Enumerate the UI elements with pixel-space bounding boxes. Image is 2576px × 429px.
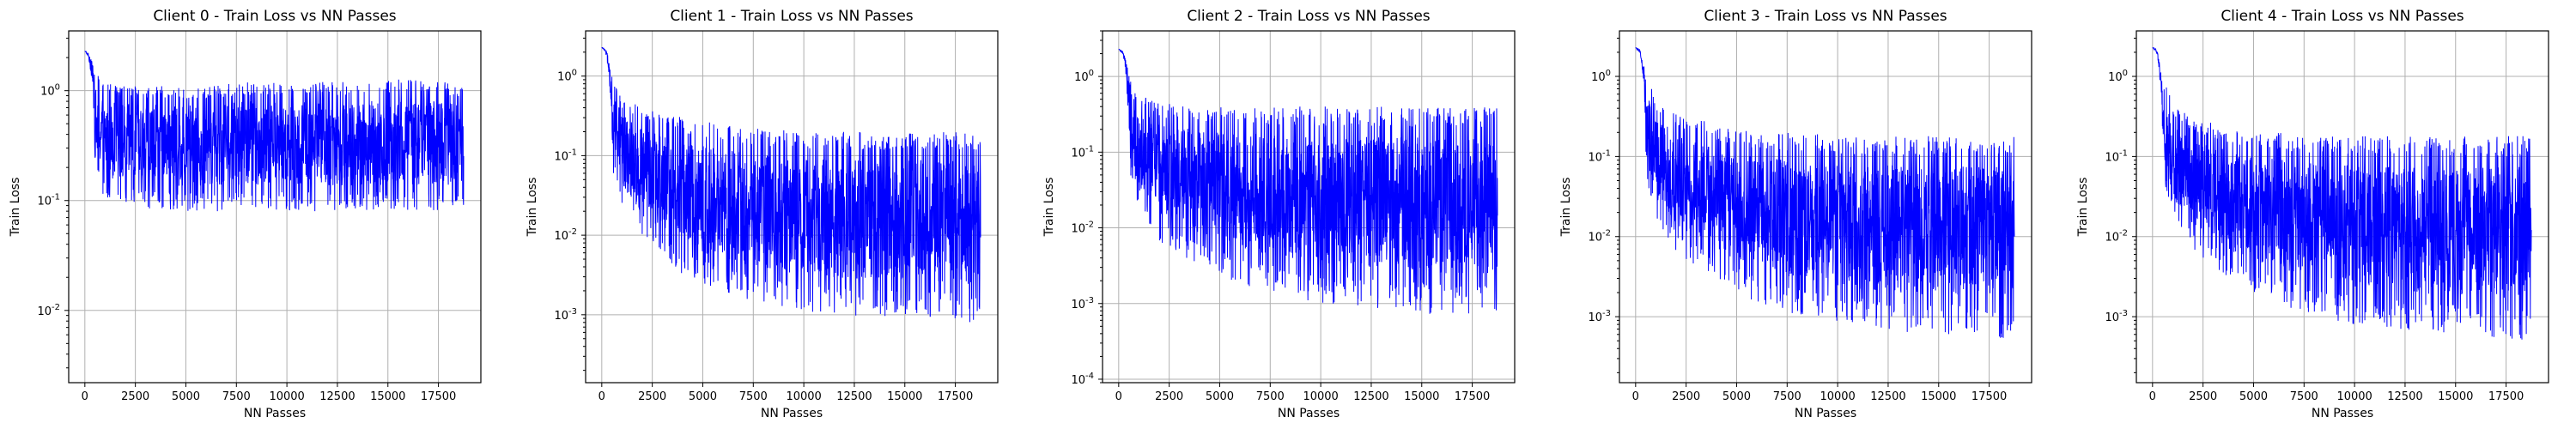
chart-panel: 0 2500 5000 7500 10000 12500 15000 17500 10-4 10-… [1042,8,1516,420]
x-tick-label: 10000 [1303,390,1338,403]
x-tick-label: 12500 [836,390,872,403]
chart-panel: 0 2500 5000 7500 10000 12500 15000 17500 10-3 10-… [2076,8,2549,420]
chart-panel: 0 2500 5000 7500 10000 12500 15000 17500 10-2 10-… [9,8,482,420]
y-axis-label: Train Loss [1559,178,1573,238]
x-tick-label: 7500 [2290,390,2318,403]
x-tick-label: 17500 [1971,390,2007,403]
x-axis-label: NN Passes [244,407,306,420]
y-tick-label: 10-1 [554,148,577,163]
x-tick-label: 5000 [172,390,200,403]
x-tick-label: 2500 [121,390,149,403]
x-tick-label: 5000 [689,390,717,403]
x-tick-label: 7500 [222,390,251,403]
y-tick-label: 100 [557,69,577,84]
x-axis-label: NN Passes [761,407,823,420]
x-tick-label: 7500 [739,390,768,403]
y-tick-label: 10-1 [1071,144,1094,160]
x-axis-label: NN Passes [1795,407,1856,420]
y-tick-label: 10-2 [2105,229,2128,245]
x-tick-label: 2500 [1155,390,1183,403]
y-tick-label: 10-3 [1588,309,1611,324]
train-loss-line [601,46,981,323]
x-tick-label: 0 [2149,390,2156,403]
y-tick-label: 100 [1591,69,1611,84]
x-tick-label: 0 [82,390,88,403]
x-tick-label: 10000 [2336,390,2372,403]
x-tick-label: 15000 [887,390,922,403]
y-tick-label: 10-3 [554,307,577,323]
plot-frame [585,30,999,384]
y-tick-label: 10-1 [1588,148,1611,164]
plot-frame [2136,30,2549,384]
x-tick-label: 0 [598,390,605,403]
x-tick-label: 12500 [2387,390,2422,403]
x-tick-label: 12500 [1870,390,1905,403]
plot-frame [1619,30,2032,384]
y-tick-label: 10-2 [1071,221,1094,236]
x-tick-label: 12500 [319,390,355,403]
train-loss-line [84,51,465,212]
chart-title: Client 3 - Train Loss vs NN Passes [1704,8,1947,25]
y-tick-label: 100 [40,83,60,99]
x-tick-label: 12500 [1353,390,1388,403]
x-tick-label: 10000 [786,390,821,403]
x-tick-label: 10000 [1820,390,1855,403]
x-tick-label: 17500 [1455,390,1490,403]
x-tick-label: 15000 [1921,390,1956,403]
plot-frame [68,30,482,384]
x-tick-label: 15000 [1404,390,1439,403]
x-tick-label: 5000 [1722,390,1751,403]
x-tick-label: 2500 [2189,390,2217,403]
x-axis-label: NN Passes [2312,407,2373,420]
chart-title: Client 4 - Train Loss vs NN Passes [2221,8,2464,25]
y-tick-label: 10-1 [37,193,60,208]
x-tick-label: 0 [1632,390,1639,403]
y-tick-label: 10-3 [1071,296,1094,311]
x-tick-label: 17500 [421,390,456,403]
train-loss-line [1635,46,2015,338]
x-tick-label: 2500 [638,390,666,403]
x-tick-label: 5000 [1206,390,1234,403]
y-axis-label: Train Loss [2076,178,2090,238]
y-tick-label: 10-2 [554,227,577,243]
y-axis-label: Train Loss [9,178,22,238]
train-loss-line [2152,46,2532,340]
x-tick-label: 15000 [370,390,405,403]
x-tick-label: 10000 [269,390,304,403]
x-tick-label: 7500 [1256,390,1285,403]
y-axis-label: Train Loss [526,178,539,238]
x-tick-label: 7500 [1773,390,1801,403]
train-loss-line [1118,48,1498,314]
x-tick-label: 15000 [2438,390,2473,403]
y-tick-label: 100 [1074,69,1094,84]
x-tick-label: 2500 [1672,390,1700,403]
chart-title: Client 2 - Train Loss vs NN Passes [1187,8,1430,25]
x-tick-label: 0 [1115,390,1122,403]
y-tick-label: 10-1 [2105,148,2128,164]
y-tick-label: 100 [2108,69,2128,84]
chart-panel: 0 2500 5000 7500 10000 12500 15000 17500 10-3 10-… [526,8,999,420]
plot-frame [1102,30,1516,384]
chart-panel: 0 2500 5000 7500 10000 12500 15000 17500 10-3 10-… [1559,8,2032,420]
y-tick-label: 10-2 [1588,229,1611,245]
y-tick-label: 10-2 [37,303,60,318]
y-axis-label: Train Loss [1042,178,1056,238]
x-axis-label: NN Passes [1278,407,1340,420]
y-tick-label: 10-4 [1071,372,1094,387]
y-tick-label: 10-3 [2105,309,2128,324]
x-tick-label: 17500 [938,390,973,403]
chart-title: Client 1 - Train Loss vs NN Passes [670,8,913,25]
chart-title: Client 0 - Train Loss vs NN Passes [153,8,396,25]
x-tick-label: 5000 [2239,390,2268,403]
x-tick-label: 17500 [2488,390,2524,403]
